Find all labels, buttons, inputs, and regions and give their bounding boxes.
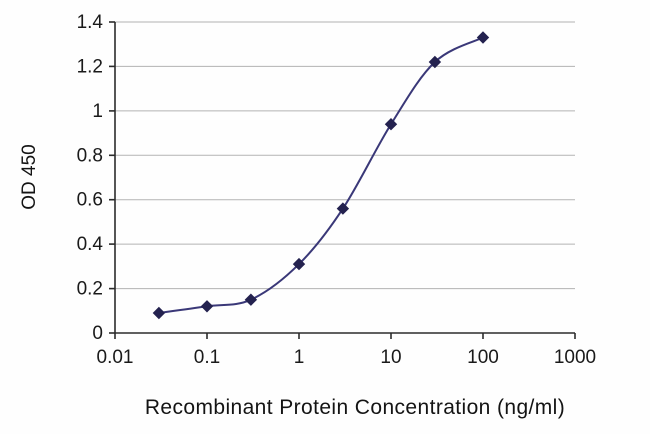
x-tick-label: 1000: [554, 347, 596, 368]
data-point-marker: [384, 117, 398, 131]
data-point-marker: [292, 257, 306, 271]
y-tick-label: 1.4: [77, 12, 104, 33]
y-tick-label: 0.4: [77, 234, 104, 255]
x-axis-title: Recombinant Protein Concentration (ng/ml…: [144, 396, 566, 419]
x-tick-label: 100: [467, 347, 499, 368]
y-tick-label: 1: [92, 101, 103, 122]
x-tick-label: 1: [294, 347, 305, 368]
data-point-marker: [200, 300, 214, 313]
data-point-marker: [244, 293, 258, 306]
x-tick-label: 10: [380, 347, 401, 368]
data-point-marker: [476, 31, 490, 44]
y-tick-label: 1.2: [77, 56, 103, 77]
y-tick-label: 0.6: [77, 190, 103, 211]
y-tick-label: 0: [92, 323, 103, 344]
y-tick-label: 0.2: [77, 279, 103, 300]
data-point-marker: [152, 306, 166, 320]
y-axis-title: OD 450: [19, 144, 40, 210]
x-tick-label: 0.01: [97, 347, 134, 368]
x-tick-label: 0.1: [194, 347, 220, 368]
data-point-marker: [336, 202, 350, 215]
data-series-line: [158, 36, 484, 314]
data-point-marker: [428, 55, 442, 69]
y-tick-label: 0.8: [77, 145, 103, 166]
